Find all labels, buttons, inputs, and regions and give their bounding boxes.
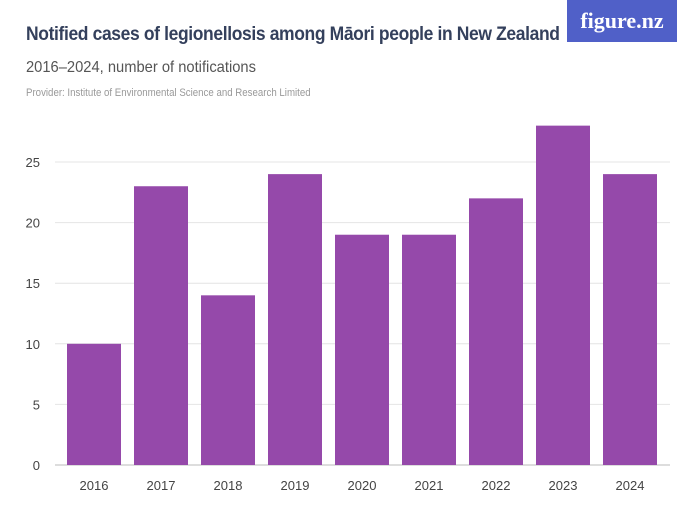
bar-2024 <box>603 174 657 465</box>
x-tick-label: 2017 <box>147 478 176 493</box>
x-tick-label: 2021 <box>415 478 444 493</box>
bar-2019 <box>268 174 322 465</box>
x-tick-label: 2024 <box>616 478 645 493</box>
y-tick-label: 15 <box>26 276 40 291</box>
y-tick-label: 25 <box>26 155 40 170</box>
bar-2023 <box>536 125 590 465</box>
chart-subtitle: 2016–2024, number of notifications <box>26 59 256 76</box>
x-tick-label: 2019 <box>281 478 310 493</box>
bar-2021 <box>402 234 456 465</box>
y-tick-label: 10 <box>26 337 40 352</box>
bar-2022 <box>469 198 523 466</box>
x-tick-label: 2023 <box>549 478 578 493</box>
bar-2018 <box>201 295 255 465</box>
x-tick-label: 2018 <box>214 478 243 493</box>
chart-title: Notified cases of legionellosis among Mā… <box>26 24 560 45</box>
provider-text: Provider: Institute of Environmental Sci… <box>26 87 311 99</box>
bar-2017 <box>134 186 188 466</box>
y-tick-label: 0 <box>33 458 40 473</box>
x-tick-label: 2022 <box>482 478 511 493</box>
x-tick-label: 2020 <box>348 478 377 493</box>
y-tick-label: 20 <box>26 216 40 231</box>
x-tick-label: 2016 <box>80 478 109 493</box>
figure-nz-logo[interactable]: figure.nz <box>567 0 677 42</box>
bar-2016 <box>67 343 121 465</box>
y-tick-label: 5 <box>33 397 40 412</box>
bar-2020 <box>335 234 389 465</box>
